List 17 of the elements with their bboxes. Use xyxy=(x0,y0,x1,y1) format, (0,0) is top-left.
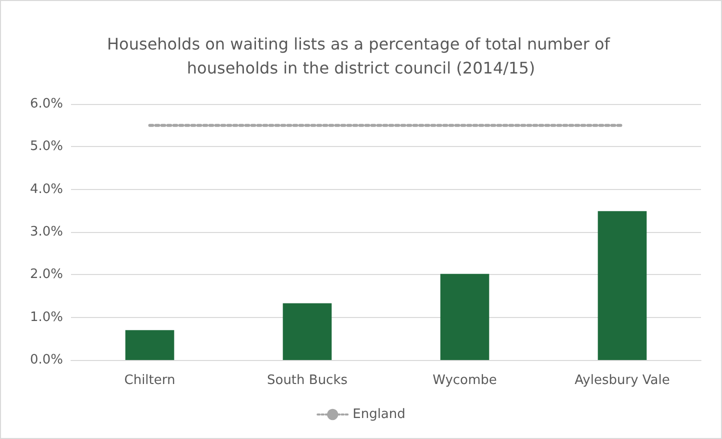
y-tick-label: 1.0% xyxy=(30,310,63,325)
y-tick-label: 4.0% xyxy=(30,182,63,197)
bar xyxy=(440,274,490,360)
x-tick-label: Chiltern xyxy=(124,373,176,388)
x-tick-label: South Bucks xyxy=(266,373,348,388)
y-tick-label: 2.0% xyxy=(30,267,63,282)
y-tick-label: 5.0% xyxy=(30,139,63,154)
y-tick-label: 6.0% xyxy=(30,96,63,112)
chart-title: Households on waiting lists as a percentage of total number of households in the district council (2014/15) xyxy=(107,34,615,78)
bar xyxy=(598,211,647,360)
y-tick-label: 3.0% xyxy=(30,224,63,240)
bar xyxy=(125,330,174,360)
y-tick-label: 0.0% xyxy=(30,352,63,368)
legend-label: England xyxy=(352,407,406,422)
x-tick-label: Wycombe xyxy=(432,373,497,388)
bar xyxy=(282,303,332,360)
x-tick-label: Aylesbury Vale xyxy=(574,373,670,388)
